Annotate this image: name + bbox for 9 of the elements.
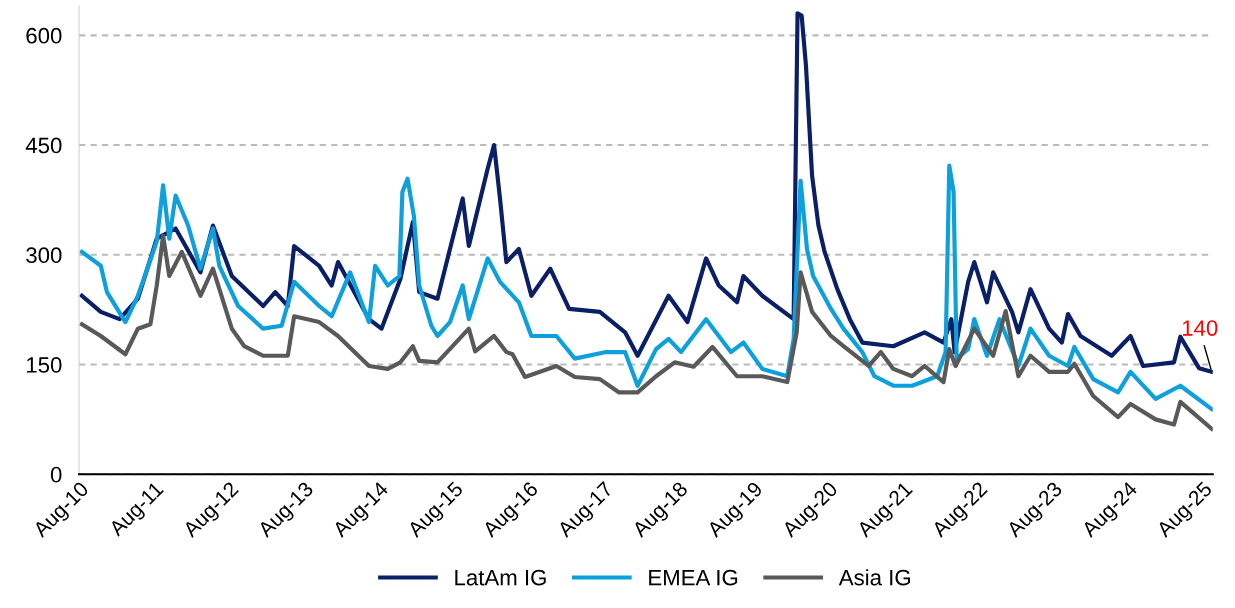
legend-label: Asia IG — [838, 569, 910, 586]
legend-label: LatAm IG — [455, 569, 546, 586]
annotation: 140 — [1182, 320, 1218, 336]
y-tick-label: 300 — [26, 247, 62, 264]
y-tick-label: 0 — [50, 466, 62, 483]
y-tick-label: 450 — [25, 137, 62, 154]
y-tick-label: 600 — [26, 27, 62, 44]
legend-label: EMEA IG — [649, 569, 738, 586]
y-tick-label: 150 — [26, 357, 62, 373]
